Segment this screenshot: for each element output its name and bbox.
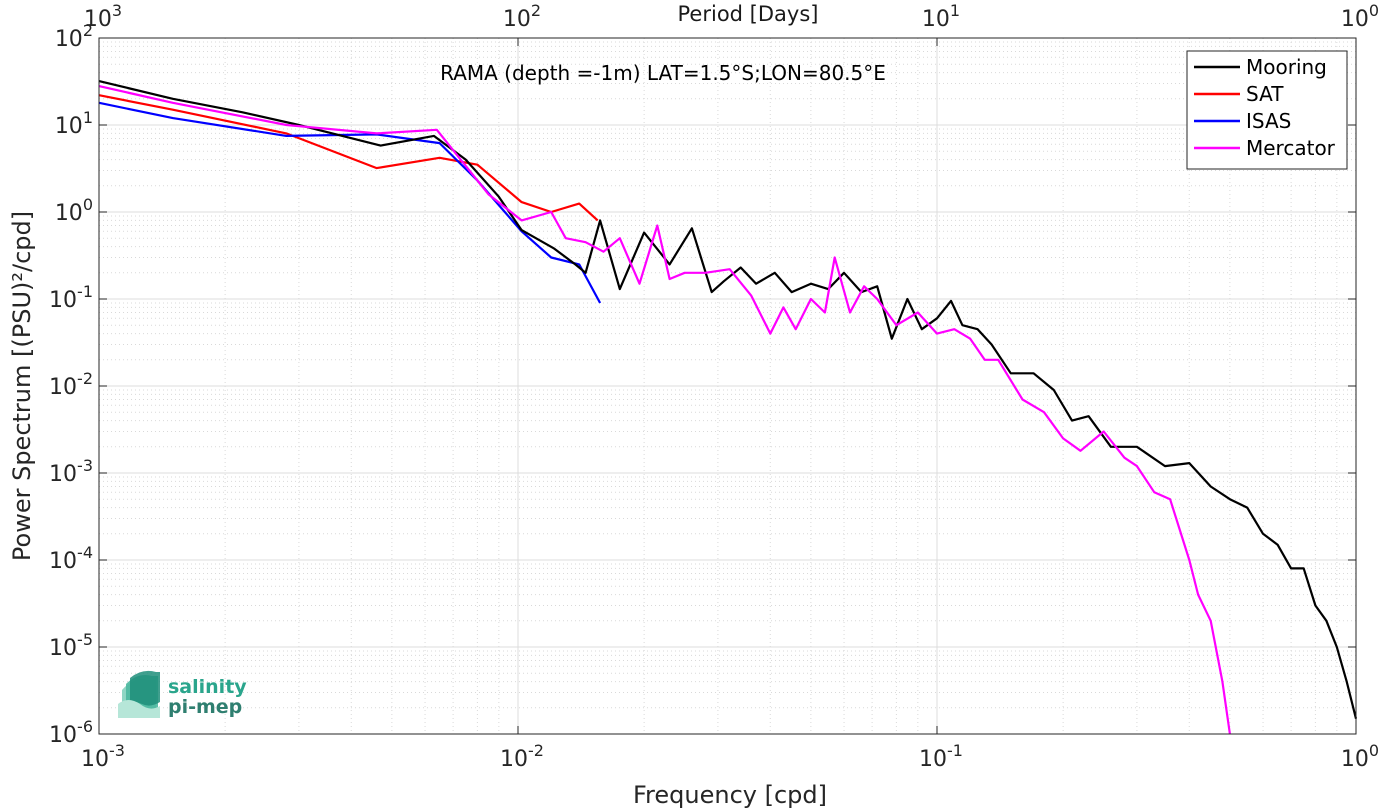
x-tick-label: 100 [1341,741,1379,772]
y-tick-label: 10-3 [49,456,93,487]
x-tick-label: 10-2 [500,741,544,772]
x2-tick-label: 103 [84,1,122,32]
legend-box [1186,50,1348,170]
y-tick-label: 10-6 [49,717,93,748]
x2-tick-labels: 103 102 101 100 [84,1,1379,32]
x2-tick-label: 101 [922,1,960,32]
logo-text-salinity: salinity [168,676,247,698]
station-annotation: RAMA (depth =-1m) LAT=1.5°S;LON=80.5°E [440,61,886,85]
series-line-mooring [98,80,1358,719]
x-tick-label: 10-3 [81,741,125,772]
y-tick-label: 10-1 [49,282,93,313]
y-tick-label: 100 [55,195,93,226]
legend-label-mooring: Mooring [1246,55,1327,79]
series-layer [98,80,1358,735]
y-tick-label: 102 [55,21,93,52]
x2-axis-label: Period [Days] [678,2,819,26]
series-line-isas [98,101,602,304]
y-tick-label: 101 [55,108,93,139]
legend-label-sat: SAT [1246,82,1284,106]
x-tick-labels: 10-3 10-2 10-1 100 [81,741,1379,772]
x-axis-label: Frequency [cpd] [633,781,827,809]
logo-text-pi-mep: pi-mep [168,696,242,718]
salinity-pi-mep-logo: salinity pi-mep [118,670,247,718]
x2-tick-label: 100 [1341,1,1379,32]
x2-tick-label: 102 [503,1,541,32]
logo-mark-icon [118,670,160,718]
y-axis-label: Power Spectrum [(PSU)²/cpd] [8,211,36,561]
tick-marks [98,37,1357,735]
y-tick-label: 10-2 [49,369,93,400]
legend: Mooring SAT ISAS Mercator [1186,50,1348,170]
y-tick-label: 10-5 [49,630,93,661]
legend-label-mercator: Mercator [1246,136,1336,160]
legend-label-isas: ISAS [1246,109,1291,133]
series-line-mercator [98,85,1231,735]
y-tick-label: 10-4 [49,543,93,574]
y-tick-labels: 10-6 10-5 10-4 10-3 10-2 10-1 100 101 102 [49,21,93,748]
x-tick-label: 10-1 [919,741,963,772]
